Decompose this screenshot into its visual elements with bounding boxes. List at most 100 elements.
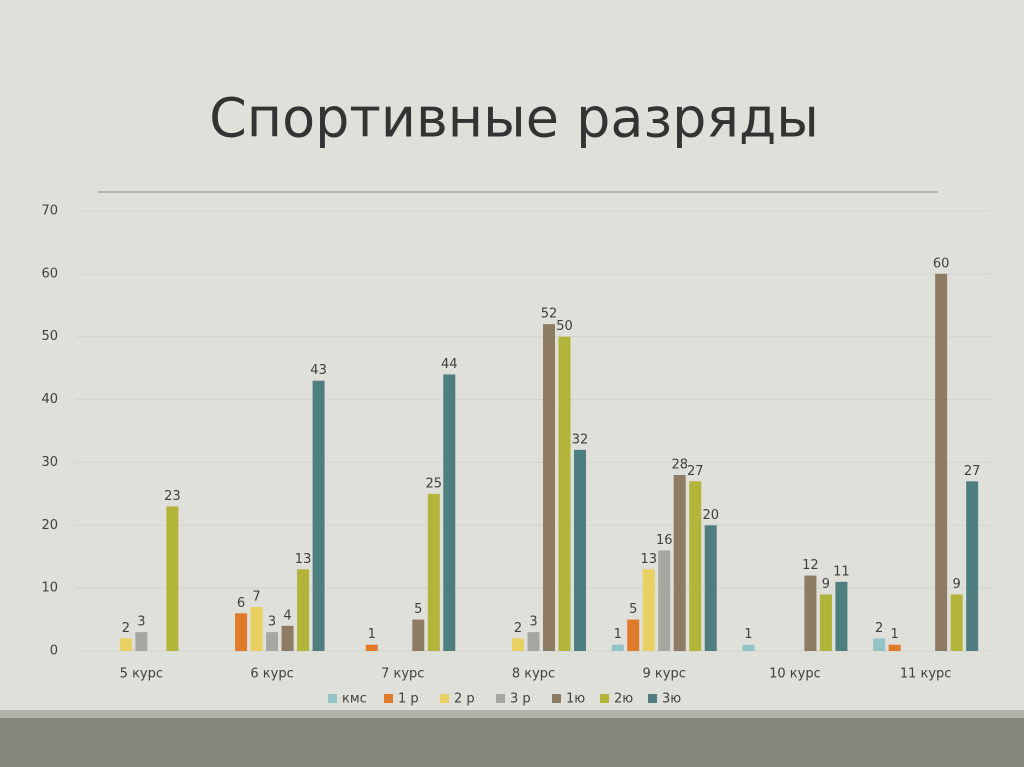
- data-label: 50: [556, 319, 573, 334]
- legend-swatch: [600, 694, 609, 703]
- legend-label: кмс: [342, 692, 367, 707]
- data-label: 43: [310, 363, 327, 378]
- y-tick-label: 40: [41, 392, 58, 407]
- y-tick-label: 10: [41, 581, 58, 596]
- data-label: 6: [237, 596, 245, 611]
- data-label: 12: [802, 558, 819, 573]
- legend-label: 1 р: [398, 692, 419, 707]
- data-label: 27: [964, 464, 981, 479]
- legend-label: 1ю: [566, 692, 585, 707]
- legend-label: 3ю: [662, 692, 681, 707]
- bar: [166, 506, 179, 651]
- legend-swatch: [552, 694, 561, 703]
- legend-swatch: [496, 694, 505, 703]
- x-tick-label: 6 курс: [250, 667, 293, 682]
- footer-band: [0, 718, 1024, 767]
- y-tick-label: 20: [41, 518, 58, 533]
- bar: [966, 481, 979, 651]
- bar: [742, 644, 755, 651]
- data-label: 20: [702, 508, 719, 523]
- data-label: 11: [833, 564, 850, 579]
- data-label: 3: [268, 615, 276, 630]
- legend-swatch: [384, 694, 393, 703]
- bar: [512, 638, 524, 651]
- data-label: 2: [122, 621, 130, 636]
- data-label: 27: [687, 464, 704, 479]
- y-tick-label: 30: [41, 455, 58, 470]
- bar: [365, 644, 378, 651]
- legend-swatch: [648, 694, 657, 703]
- bar: [250, 607, 263, 651]
- data-label: 1: [891, 627, 899, 642]
- x-tick-label: 9 курс: [643, 667, 686, 682]
- y-tick-label: 0: [50, 644, 58, 659]
- legend-label: 3 р: [510, 692, 531, 707]
- y-tick-label: 50: [41, 329, 58, 344]
- bar: [527, 632, 540, 651]
- bar: [266, 632, 279, 651]
- data-label: 5: [414, 602, 422, 617]
- bar: [412, 619, 425, 651]
- data-label: 44: [441, 357, 458, 372]
- data-label: 13: [295, 552, 312, 567]
- data-label: 16: [656, 533, 673, 548]
- bar: [950, 594, 963, 651]
- bar: [673, 475, 686, 651]
- bar: [574, 449, 586, 651]
- bar: [819, 594, 832, 651]
- bar: [888, 644, 901, 651]
- y-tick-label: 60: [41, 266, 58, 281]
- bar: [804, 575, 817, 651]
- y-tick-label: 70: [41, 204, 58, 219]
- bar: [689, 481, 702, 651]
- bar: [627, 619, 640, 651]
- bar: [873, 638, 886, 651]
- data-label: 5: [629, 602, 637, 617]
- bar: [281, 625, 294, 651]
- data-label: 4: [283, 608, 291, 623]
- data-label: 60: [933, 256, 950, 271]
- x-tick-label: 10 курс: [769, 667, 821, 682]
- legend-swatch: [440, 694, 449, 703]
- x-tick-label: 5 курс: [120, 667, 163, 682]
- data-label: 2: [514, 621, 522, 636]
- legend-swatch: [328, 694, 337, 703]
- bar: [558, 336, 571, 651]
- bar: [297, 569, 310, 651]
- data-label: 1: [614, 627, 622, 642]
- bar: [835, 581, 848, 651]
- footer-strip: [0, 710, 1024, 718]
- x-tick-label: 7 курс: [381, 667, 424, 682]
- chart-title: Спортивные разряды: [209, 87, 819, 150]
- bar: [704, 525, 717, 651]
- x-tick-label: 11 курс: [900, 667, 952, 682]
- bar: [235, 613, 248, 651]
- x-tick-label: 8 курс: [512, 667, 555, 682]
- data-label: 9: [822, 577, 830, 592]
- bar: [935, 273, 948, 651]
- data-label: 1: [368, 627, 376, 642]
- bar: [543, 324, 555, 651]
- data-label: 52: [541, 307, 558, 322]
- data-label: 9: [953, 577, 961, 592]
- bar: [658, 550, 671, 651]
- bar: [312, 380, 325, 651]
- bar: [443, 374, 456, 651]
- data-label: 25: [426, 476, 443, 491]
- data-label: 7: [252, 590, 260, 605]
- data-label: 1: [744, 627, 752, 642]
- bar: [119, 638, 132, 651]
- bar: [642, 569, 655, 651]
- data-label: 28: [671, 458, 688, 473]
- legend-label: 2 р: [454, 692, 475, 707]
- data-label: 3: [529, 615, 537, 630]
- data-label: 32: [572, 432, 589, 447]
- data-label: 2: [875, 621, 883, 636]
- data-label: 23: [164, 489, 181, 504]
- bar: [427, 493, 440, 651]
- data-label: 3: [137, 615, 145, 630]
- data-label: 13: [640, 552, 657, 567]
- legend-label: 2ю: [614, 692, 633, 707]
- bar: [135, 632, 148, 651]
